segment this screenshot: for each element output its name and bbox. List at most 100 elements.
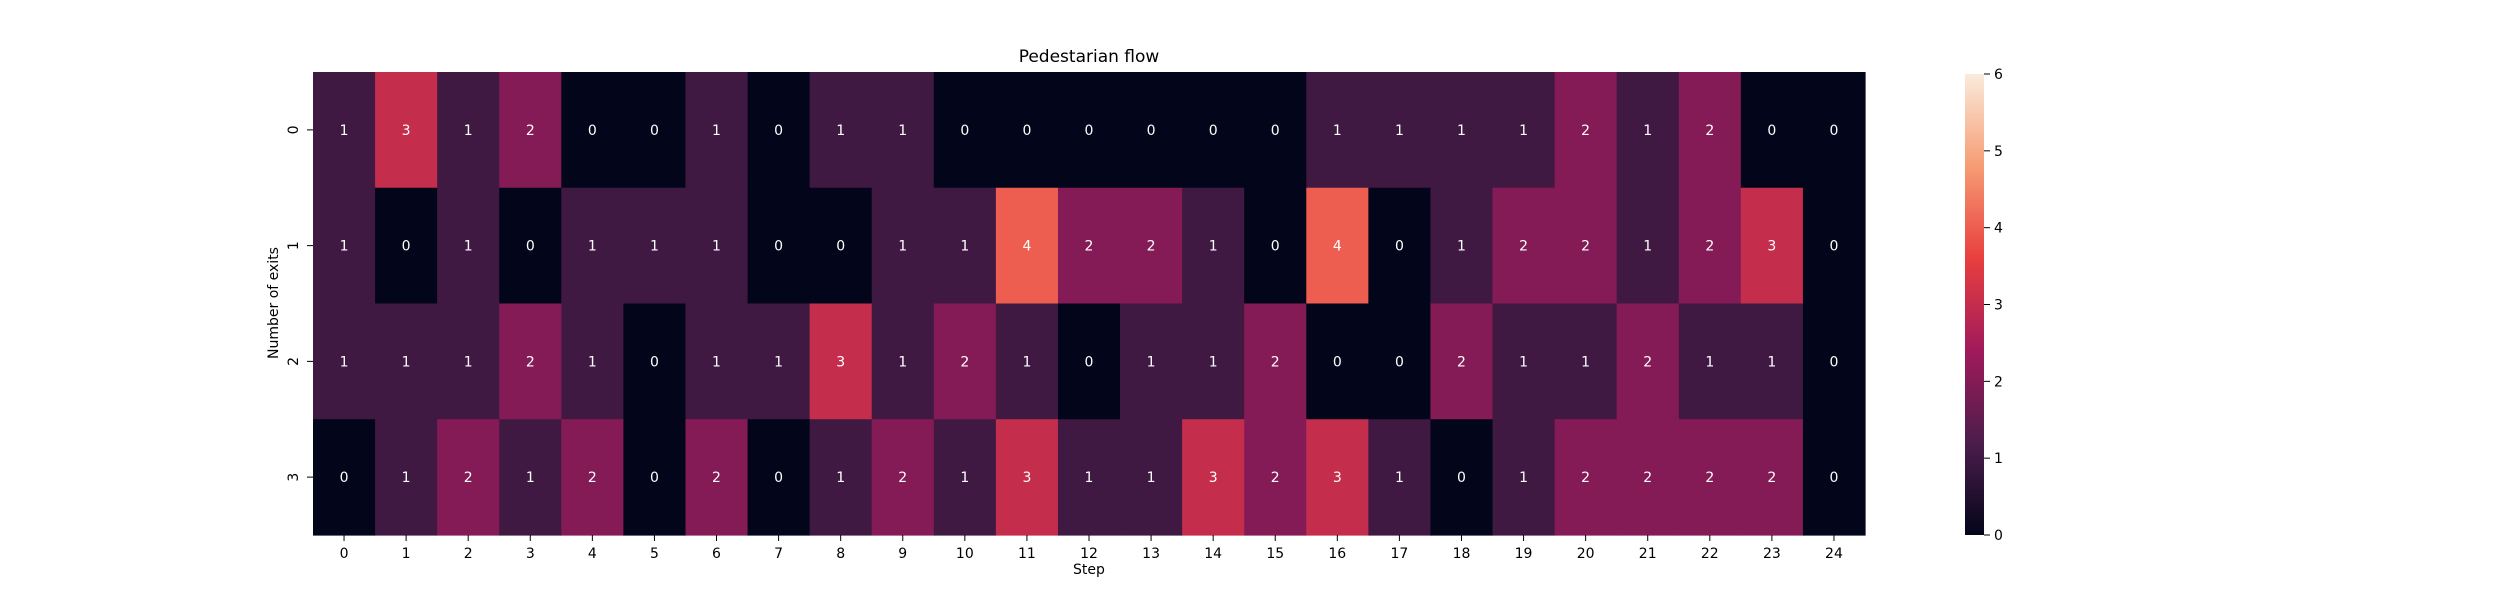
heatmap-cell <box>1120 72 1183 189</box>
cell-value-label: 2 <box>898 470 907 486</box>
colorbar-tick-label: 1 <box>1994 451 2003 467</box>
cell-value-label: 2 <box>464 470 473 486</box>
heatmap-cell <box>1430 72 1494 189</box>
heatmap-cell <box>1306 419 1369 536</box>
cell-value-label: 0 <box>1829 239 1838 255</box>
heatmap-cell <box>685 419 749 536</box>
heatmap-cell <box>623 72 687 189</box>
colorbar-tick-label: 3 <box>1994 298 2003 314</box>
cell-value-label: 1 <box>1209 239 1218 255</box>
heatmap-cell <box>561 187 624 305</box>
cell-value-label: 1 <box>1022 354 1031 370</box>
cell-value-label: 2 <box>1271 354 1280 370</box>
cell-value-label: 1 <box>960 239 969 255</box>
cell-value-label: 2 <box>712 470 721 486</box>
heatmap-cell <box>685 72 749 189</box>
heatmap-cell <box>1616 187 1680 305</box>
cell-value-label: 3 <box>1022 470 1031 486</box>
cell-value-label: 1 <box>1147 470 1156 486</box>
heatmap-cell <box>1244 419 1307 536</box>
heatmap-cell <box>1057 72 1121 189</box>
heatmap-cell <box>1678 419 1742 536</box>
heatmap-cell <box>623 303 687 420</box>
heatmap-cell <box>499 419 562 536</box>
heatmap-cell <box>1554 303 1618 420</box>
heatmap-cell <box>1430 303 1494 420</box>
cell-value-label: 1 <box>1457 123 1466 139</box>
cell-value-label: 0 <box>650 470 659 486</box>
cell-value-label: 1 <box>836 470 845 486</box>
x-tick-label: 10 <box>956 546 974 562</box>
cell-value-label: 0 <box>1829 123 1838 139</box>
heatmap-cell <box>1057 187 1121 305</box>
cell-value-label: 2 <box>1457 354 1466 370</box>
cell-value-label: 2 <box>1519 239 1528 255</box>
cell-value-label: 1 <box>340 239 349 255</box>
cell-value-label: 1 <box>402 354 411 370</box>
y-tick-label: 2 <box>286 357 302 366</box>
heatmap-cell <box>933 72 997 189</box>
y-tick-label: 0 <box>286 125 302 134</box>
x-tick-label: 12 <box>1080 546 1098 562</box>
heatmap-cell <box>1492 187 1556 305</box>
cell-value-label: 2 <box>1085 239 1094 255</box>
heatmap-cell <box>1120 419 1183 536</box>
cell-value-label: 1 <box>1457 239 1466 255</box>
heatmap-cell <box>623 419 687 536</box>
heatmap-cell <box>375 303 438 420</box>
heatmap-cell <box>1057 419 1121 536</box>
x-tick-label: 8 <box>836 546 845 562</box>
heatmap-cell <box>1306 187 1369 305</box>
x-tick-label: 16 <box>1328 546 1346 562</box>
x-tick-label: 11 <box>1018 546 1036 562</box>
cell-value-label: 1 <box>712 239 721 255</box>
heatmap-cell <box>1430 419 1494 536</box>
cell-value-label: 2 <box>1581 239 1590 255</box>
heatmap-cell <box>1492 419 1556 536</box>
cell-value-label: 3 <box>1767 239 1776 255</box>
x-tick-label: 6 <box>712 546 721 562</box>
heatmap-cell <box>995 72 1059 189</box>
cell-value-label: 0 <box>1271 239 1280 255</box>
heatmap-cell <box>1306 303 1369 420</box>
heatmap-cell <box>933 303 997 420</box>
heatmap-cell <box>747 419 811 536</box>
x-tick-label: 17 <box>1390 546 1408 562</box>
heatmap-cell <box>1554 419 1618 536</box>
cell-value-label: 0 <box>1147 123 1156 139</box>
heatmap-cell <box>747 72 811 189</box>
cell-value-label: 2 <box>526 354 535 370</box>
heatmap-cell <box>437 187 500 305</box>
heatmap-cell <box>1802 187 1866 305</box>
heatmap-cell <box>809 187 873 305</box>
cell-value-label: 3 <box>836 354 845 370</box>
cell-value-label: 1 <box>1395 123 1404 139</box>
cell-value-label: 1 <box>1767 354 1776 370</box>
cell-value-label: 1 <box>464 239 473 255</box>
cell-value-label: 3 <box>1209 470 1218 486</box>
x-tick-label: 4 <box>588 546 597 562</box>
heatmap-cell <box>747 303 811 420</box>
cell-value-label: 2 <box>1767 470 1776 486</box>
heatmap-cell <box>1120 303 1183 420</box>
heatmap-cell <box>871 187 935 305</box>
heatmap-cell <box>1120 187 1183 305</box>
heatmap-cell <box>437 303 500 420</box>
cell-value-label: 3 <box>1333 470 1342 486</box>
cell-value-label: 0 <box>1829 470 1838 486</box>
cell-value-label: 1 <box>1147 354 1156 370</box>
x-tick-label: 14 <box>1204 546 1222 562</box>
cell-value-label: 0 <box>1271 123 1280 139</box>
heatmap-cell <box>809 303 873 420</box>
cell-value-label: 2 <box>1643 470 1652 486</box>
heatmap-cell <box>375 72 438 189</box>
cell-value-label: 1 <box>774 354 783 370</box>
cell-value-label: 3 <box>402 123 411 139</box>
heatmap-cell <box>1306 72 1369 189</box>
colorbar-tick-label: 5 <box>1994 144 2003 160</box>
cell-value-label: 0 <box>774 470 783 486</box>
x-axis: 0 1 2 3 4 5 6 7 8 9 10 11 12 13 14 15 16 17 18 19 20 21 22 23 24 <box>340 535 1843 562</box>
heatmap-cell <box>375 419 438 536</box>
heatmap-cell <box>871 72 935 189</box>
